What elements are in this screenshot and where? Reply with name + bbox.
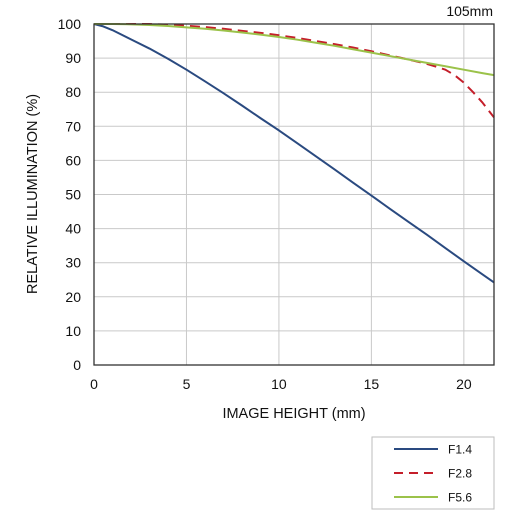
y-tick-label: 70 [65,118,81,134]
x-tick-label: 0 [90,376,98,392]
legend-label: F2.8 [448,467,472,481]
x-tick-label: 15 [364,376,380,392]
x-tick-label: 10 [271,376,287,392]
grid-lines [94,24,494,365]
plot-border [93,23,495,366]
y-tick-label: 40 [65,221,81,237]
x-tick-label: 20 [456,376,472,392]
series-line-f5-6 [94,23,495,77]
x-tick-labels: 0 5 10 15 20 [90,376,472,392]
y-tick-label: 20 [65,289,81,305]
legend-label: F5.6 [448,491,472,505]
y-tick-label: 10 [65,323,81,339]
y-tick-label: 100 [58,16,82,32]
x-tick-label: 5 [183,376,191,392]
plot-frame [93,23,495,366]
y-tick-label: 50 [65,187,81,203]
y-tick-label: 90 [65,50,81,66]
legend-label: F1.4 [448,443,472,457]
series-line-f1-4 [93,23,495,284]
y-tick-label: 80 [65,84,81,100]
plot-series [93,23,495,284]
chart-title: 105mm [446,3,493,19]
y-tick-label: 60 [65,152,81,168]
x-axis-title: IMAGE HEIGHT (mm) [222,406,365,422]
y-axis-title: RELATIVE ILLUMINATION (%) [25,94,41,294]
y-tick-label: 30 [65,255,81,271]
y-tick-labels: 0 10 20 30 40 50 60 70 80 90 100 [58,16,82,373]
y-tick-label: 0 [73,357,81,373]
series-line-f2-8 [94,23,495,119]
legend: F1.4 F2.8 F5.6 [371,436,495,510]
